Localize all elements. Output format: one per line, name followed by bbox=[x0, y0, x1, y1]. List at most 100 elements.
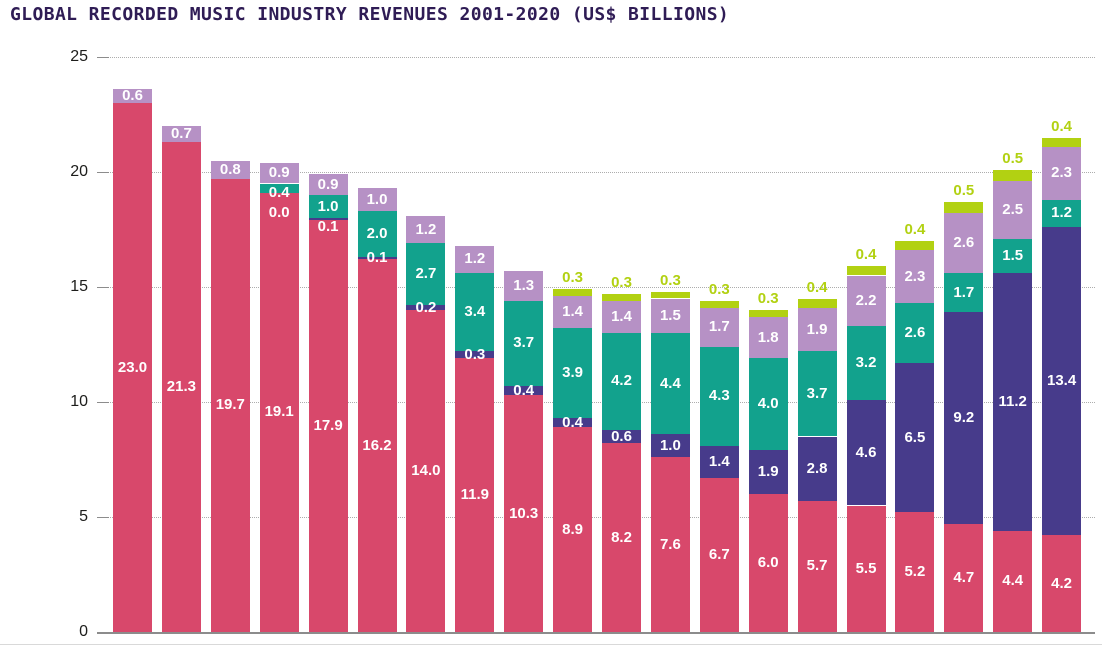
bar-2005-segment-downloads bbox=[308, 195, 348, 218]
bar-2018-label-performance-rights: 2.6 bbox=[953, 234, 975, 252]
bar-2012-segment-streaming bbox=[650, 434, 690, 458]
bar-2011-label-performance-rights: 1.4 bbox=[611, 307, 632, 325]
bar-2004-label-downloads: 0.4 bbox=[268, 184, 290, 202]
bar-2014-label-downloads: 4.0 bbox=[757, 395, 779, 413]
bar-2013-segment-physical bbox=[699, 477, 739, 632]
bar-2013-label-streaming: 1.4 bbox=[708, 452, 730, 470]
bar-2016-label-streaming: 4.6 bbox=[855, 443, 877, 461]
bar-2010-segment-performance-rights bbox=[553, 296, 593, 329]
bar-2018-label-streaming: 9.2 bbox=[953, 409, 975, 427]
bar-2007-label-physical: 14.0 bbox=[411, 462, 441, 479]
bar-2011-label-streaming: 0.6 bbox=[611, 427, 632, 445]
bar-2015-segment-physical bbox=[797, 500, 837, 632]
bar-2010-label-physical: 8.9 bbox=[562, 520, 584, 538]
bar-2005-segment-streaming bbox=[308, 218, 348, 221]
bar-2010-segment-sync bbox=[553, 289, 593, 297]
bar-2014-segment-streaming bbox=[748, 450, 788, 494]
bar-2015-label-downloads: 3.7 bbox=[806, 384, 828, 402]
bar-2018-label-downloads: 1.7 bbox=[953, 283, 975, 301]
gridline-5 bbox=[97, 517, 1095, 518]
bar-2012-label-streaming: 1.0 bbox=[659, 436, 681, 454]
bar-2017-label-downloads: 2.6 bbox=[904, 324, 926, 341]
bottom-separator-line bbox=[0, 644, 1102, 645]
bar-2010-segment-streaming bbox=[553, 418, 593, 428]
bar-2004-label-physical: 19.1 bbox=[264, 403, 294, 421]
bar-2012-segment-downloads bbox=[650, 333, 690, 435]
bar-2016-segment-downloads bbox=[846, 326, 886, 400]
bar-2019-segment-performance-rights bbox=[993, 181, 1033, 239]
bar-2004-label-performance-rights: 0.9 bbox=[268, 164, 290, 182]
bar-2007-segment-performance-rights bbox=[406, 215, 446, 244]
bar-2002-segment-physical bbox=[161, 142, 201, 632]
bar-2014-label-physical: 6.0 bbox=[757, 554, 779, 571]
bar-2006-segment-downloads bbox=[357, 211, 397, 258]
bar-2019-label-physical: 4.4 bbox=[1002, 572, 1024, 590]
bar-2008-label-performance-rights: 1.2 bbox=[464, 250, 486, 268]
bar-2019-segment-physical bbox=[993, 530, 1033, 632]
bar-2018-segment-sync bbox=[944, 201, 984, 214]
bar-2004-segment-performance-rights bbox=[259, 162, 299, 184]
bar-2016-label-physical: 5.5 bbox=[855, 559, 877, 577]
bar-2016-segment-performance-rights bbox=[846, 275, 886, 327]
bar-2005-segment-performance-rights bbox=[308, 174, 348, 195]
bar-2020-segment-sync bbox=[1042, 137, 1082, 147]
y-axis-label-10: 10 bbox=[70, 393, 88, 410]
bar-2018-segment-performance-rights bbox=[944, 213, 984, 274]
bar-2004-label-streaming: 0.0 bbox=[268, 204, 290, 222]
bar-2019-label-sync: 0.5 bbox=[1002, 149, 1024, 167]
tick-15 bbox=[97, 287, 109, 288]
bar-2009-label-performance-rights: 1.3 bbox=[513, 276, 535, 294]
tick-10 bbox=[97, 402, 109, 403]
bar-2003-label-performance-rights: 0.8 bbox=[219, 160, 241, 178]
bar-2011-segment-downloads bbox=[602, 333, 641, 430]
bar-2015-segment-sync bbox=[797, 298, 837, 308]
bar-2009-segment-performance-rights bbox=[504, 270, 544, 301]
bar-2014-segment-downloads bbox=[748, 358, 788, 451]
bar-2013-label-performance-rights: 1.7 bbox=[708, 318, 730, 336]
bar-2011-segment-sync bbox=[602, 293, 641, 301]
bar-2011-label-sync: 0.3 bbox=[611, 273, 632, 291]
bar-2006-segment-streaming bbox=[357, 257, 397, 260]
bar-2018-label-sync: 0.5 bbox=[953, 181, 975, 199]
bar-2020-segment-physical bbox=[1042, 535, 1082, 632]
bar-2017-label-performance-rights: 2.3 bbox=[904, 267, 926, 285]
bar-2015-label-performance-rights: 1.9 bbox=[806, 320, 828, 338]
bar-2015-label-sync: 0.4 bbox=[806, 278, 828, 296]
bar-2002-label-physical: 21.3 bbox=[166, 378, 196, 396]
bar-2008-segment-streaming bbox=[455, 351, 495, 359]
bar-2019-segment-sync bbox=[993, 169, 1033, 182]
bar-2003-segment-performance-rights bbox=[210, 160, 250, 179]
bar-2009-label-physical: 10.3 bbox=[509, 504, 539, 522]
bar-2002-label-performance-rights: 0.7 bbox=[170, 125, 192, 143]
bar-2013-segment-downloads bbox=[699, 346, 739, 446]
bar-2016-label-performance-rights: 2.2 bbox=[855, 291, 877, 309]
bar-2001-segment-physical bbox=[113, 103, 152, 632]
x-axis-line bbox=[97, 632, 1095, 634]
bar-2011-segment-streaming bbox=[602, 429, 641, 444]
bar-2014-label-streaming: 1.9 bbox=[757, 463, 779, 481]
y-axis-label-15: 15 bbox=[70, 278, 88, 295]
bar-2012-label-performance-rights: 1.5 bbox=[659, 306, 681, 324]
bar-2007-segment-physical bbox=[406, 310, 446, 632]
bar-2016-label-downloads: 3.2 bbox=[855, 353, 877, 371]
bar-2020-label-physical: 4.2 bbox=[1051, 574, 1073, 592]
bar-2017-segment-performance-rights bbox=[895, 250, 935, 304]
bar-2013-segment-performance-rights bbox=[699, 307, 739, 347]
bar-2001-label-performance-rights: 0.6 bbox=[122, 87, 143, 105]
gridline-15 bbox=[97, 287, 1095, 288]
bar-2014-label-sync: 0.3 bbox=[757, 290, 779, 307]
bar-2008-segment-physical bbox=[455, 358, 495, 632]
bar-2012-label-downloads: 4.4 bbox=[659, 374, 681, 392]
bar-2010-segment-downloads bbox=[553, 328, 593, 419]
bar-2019-segment-downloads bbox=[993, 238, 1033, 274]
bar-2001-label-physical: 23.0 bbox=[117, 358, 148, 376]
bar-2016-segment-streaming bbox=[846, 399, 886, 506]
bar-2009-segment-streaming bbox=[504, 385, 544, 396]
bar-2005-label-performance-rights: 0.9 bbox=[317, 175, 339, 193]
bar-2002-segment-performance-rights bbox=[161, 126, 201, 143]
bar-2007-label-streaming: 0.2 bbox=[415, 298, 437, 316]
bar-2012-label-sync: 0.3 bbox=[659, 271, 681, 289]
bar-2016-segment-physical bbox=[846, 505, 886, 632]
bar-2010-label-performance-rights: 1.4 bbox=[562, 303, 584, 321]
